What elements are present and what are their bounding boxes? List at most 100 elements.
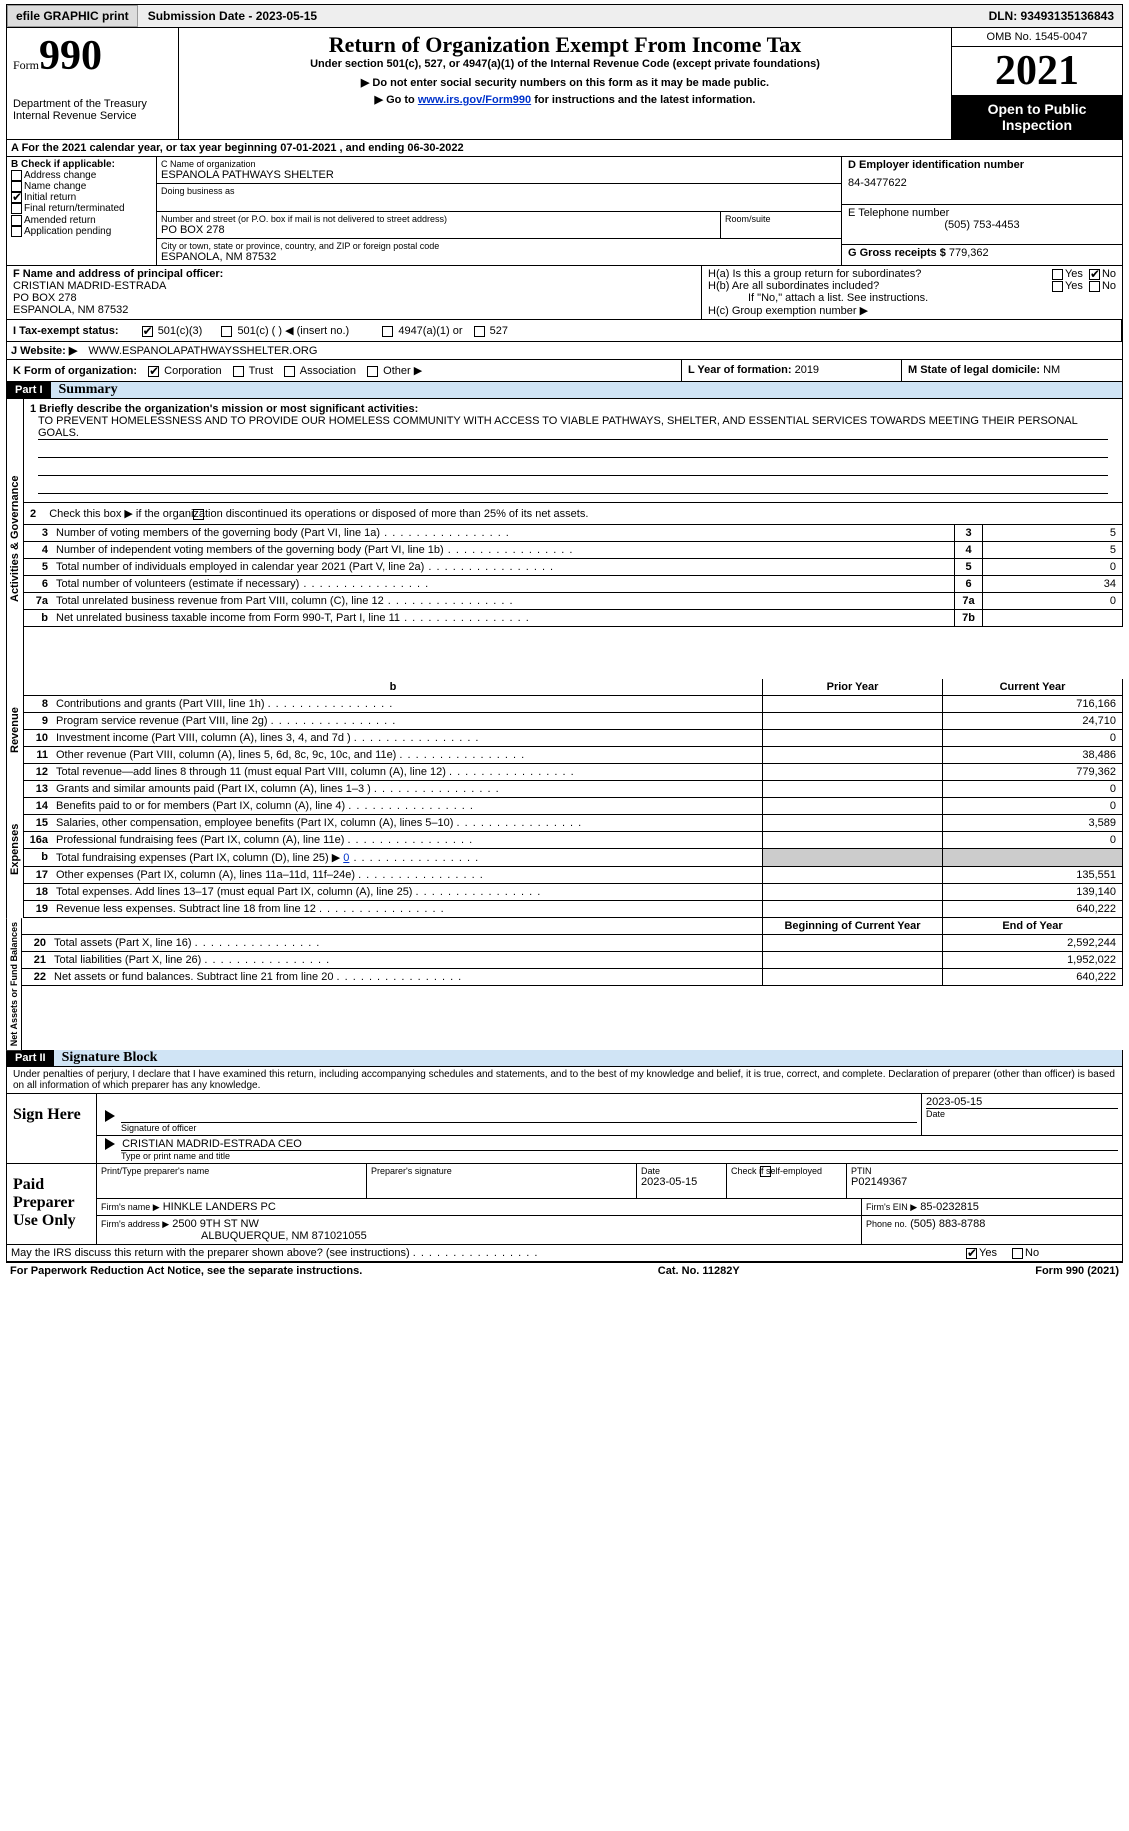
- data-line: 11Other revenue (Part VIII, column (A), …: [24, 747, 1123, 764]
- check-initial-return[interactable]: Initial return: [11, 192, 152, 203]
- gov-line: 3Number of voting members of the governi…: [24, 525, 1123, 542]
- begin-year-hdr: Beginning of Current Year: [762, 918, 942, 934]
- check-final-return[interactable]: Final return/terminated: [11, 203, 152, 214]
- tax-status-row: I Tax-exempt status: 501(c)(3) 501(c) ( …: [6, 320, 1123, 342]
- ha-no[interactable]: No: [1089, 268, 1116, 280]
- gross-receipts-label: G Gross receipts $: [848, 247, 946, 259]
- form-org-row: K Form of organization: Corporation Trus…: [6, 360, 1123, 382]
- check-trust[interactable]: Trust: [233, 365, 274, 377]
- net-assets-section: Net Assets or Fund Balances Beginning of…: [6, 918, 1123, 1050]
- line2-text: Check this box ▶ if the organization dis…: [49, 508, 588, 520]
- website-row: J Website: ▶ WWW.ESPANOLAPATHWAYSSHELTER…: [6, 342, 1123, 360]
- firm-addr-label: Firm's address ▶: [101, 1219, 169, 1229]
- pp-sig-label: Preparer's signature: [371, 1166, 632, 1176]
- check-527[interactable]: 527: [474, 325, 508, 337]
- check-501c3[interactable]: 501(c)(3): [142, 325, 203, 337]
- addr-label: Number and street (or P.O. box if mail i…: [161, 214, 716, 224]
- part2-header: Part II Signature Block: [6, 1050, 1123, 1067]
- officer-label: F Name and address of principal officer:: [13, 268, 695, 280]
- part1-header: Part I Summary: [6, 382, 1123, 399]
- exp-tab: Expenses: [6, 781, 24, 918]
- room-label: Room/suite: [725, 214, 837, 224]
- ha-label: H(a) Is this a group return for subordin…: [708, 268, 1052, 280]
- submission-date-label: Submission Date - 2023-05-15: [140, 6, 325, 26]
- firm-ein-label: Firm's EIN ▶: [866, 1202, 917, 1212]
- firm-phone-label: Phone no.: [866, 1219, 907, 1229]
- arrow-icon: [105, 1110, 115, 1122]
- gov-line: 5Total number of individuals employed in…: [24, 559, 1123, 576]
- data-line: 8Contributions and grants (Part VIII, li…: [24, 696, 1123, 713]
- gov-line: 6Total number of volunteers (estimate if…: [24, 576, 1123, 593]
- year-formation: 2019: [795, 364, 819, 376]
- b-cell: b: [24, 679, 762, 695]
- box-b-label: B Check if applicable:: [11, 159, 152, 170]
- footer-left: For Paperwork Reduction Act Notice, see …: [10, 1265, 362, 1277]
- form-org-label: K Form of organization:: [13, 365, 137, 377]
- pp-date-label: Date: [641, 1166, 722, 1176]
- discuss-yes[interactable]: Yes: [966, 1247, 997, 1259]
- pp-self-emp[interactable]: Check if self-employed: [727, 1164, 847, 1198]
- city-label: City or town, state or province, country…: [161, 241, 837, 251]
- phone-label: E Telephone number: [848, 207, 1116, 219]
- paid-preparer-label: Paid Preparer Use Only: [7, 1164, 97, 1244]
- irs-link[interactable]: www.irs.gov/Form990: [418, 94, 531, 106]
- check-assoc[interactable]: Association: [284, 365, 356, 377]
- hb-yes[interactable]: Yes: [1052, 280, 1083, 292]
- firm-name: HINKLE LANDERS PC: [163, 1201, 276, 1213]
- firm-phone: (505) 883-8788: [910, 1218, 985, 1230]
- check-501c[interactable]: 501(c) ( ) ◀ (insert no.): [221, 325, 349, 337]
- check-name-change[interactable]: Name change: [11, 181, 152, 192]
- end-year-hdr: End of Year: [942, 918, 1122, 934]
- pp-name-label: Print/Type preparer's name: [101, 1166, 362, 1176]
- data-line: 13Grants and similar amounts paid (Part …: [24, 781, 1123, 798]
- hb-note: If "No," attach a list. See instructions…: [708, 292, 1116, 304]
- officer-name-title: CRISTIAN MADRID-ESTRADA CEO: [122, 1138, 302, 1150]
- sig-officer-label: Signature of officer: [121, 1122, 917, 1133]
- data-line: bTotal fundraising expenses (Part IX, co…: [24, 849, 1123, 867]
- check-amended-return[interactable]: Amended return: [11, 215, 152, 226]
- ha-yes[interactable]: Yes: [1052, 268, 1083, 280]
- ptin-label: PTIN: [851, 1166, 1118, 1176]
- rev-tab: Revenue: [6, 679, 24, 781]
- org-name: ESPANOLA PATHWAYS SHELTER: [161, 169, 837, 181]
- sign-here-label: Sign Here: [7, 1094, 97, 1163]
- data-line: 20Total assets (Part X, line 16) 2,592,2…: [22, 935, 1123, 952]
- revenue-section: Revenue b Prior Year Current Year 8Contr…: [6, 679, 1123, 781]
- data-line: 15Salaries, other compensation, employee…: [24, 815, 1123, 832]
- expenses-section: Expenses 13Grants and similar amounts pa…: [6, 781, 1123, 918]
- firm-name-label: Firm's name ▶: [101, 1202, 160, 1212]
- data-line: 19Revenue less expenses. Subtract line 1…: [24, 901, 1123, 918]
- gov-line: 7aTotal unrelated business revenue from …: [24, 593, 1123, 610]
- prior-year-hdr: Prior Year: [762, 679, 942, 695]
- year-formation-label: L Year of formation:: [688, 364, 792, 376]
- hb-no[interactable]: No: [1089, 280, 1116, 292]
- form-note-1: ▶ Do not enter social security numbers o…: [185, 76, 945, 89]
- officer-name: CRISTIAN MADRID-ESTRADA: [13, 280, 695, 292]
- mission-text: TO PREVENT HOMELESSNESS AND TO PROVIDE O…: [38, 415, 1108, 440]
- check-4947[interactable]: 4947(a)(1) or: [382, 325, 462, 337]
- dln-label: DLN: 93493135136843: [981, 6, 1122, 26]
- page-footer: For Paperwork Reduction Act Notice, see …: [6, 1262, 1123, 1279]
- form-header: Form990 Department of the Treasury Inter…: [6, 28, 1123, 140]
- hb-label: H(b) Are all subordinates included?: [708, 280, 1052, 292]
- check-corp[interactable]: Corporation: [148, 365, 222, 377]
- check-other[interactable]: Other ▶: [367, 365, 422, 377]
- data-line: 21Total liabilities (Part X, line 26) 1,…: [22, 952, 1123, 969]
- form-title: Return of Organization Exempt From Incom…: [185, 32, 945, 58]
- declaration-text: Under penalties of perjury, I declare th…: [6, 1067, 1123, 1094]
- efile-print-button[interactable]: efile GRAPHIC print: [7, 5, 138, 27]
- discuss-no[interactable]: No: [1012, 1247, 1039, 1259]
- check-address-change[interactable]: Address change: [11, 170, 152, 181]
- data-line: 22Net assets or fund balances. Subtract …: [22, 969, 1123, 986]
- ptin-value: P02149367: [851, 1176, 1118, 1188]
- current-year-hdr: Current Year: [942, 679, 1122, 695]
- check-app-pending[interactable]: Application pending: [11, 226, 152, 237]
- tax-status-label: I Tax-exempt status:: [13, 325, 119, 337]
- state-domicile: NM: [1043, 364, 1060, 376]
- open-to-public: Open to Public Inspection: [952, 95, 1122, 139]
- line2-check[interactable]: [193, 509, 204, 520]
- mission-label: 1 Briefly describe the organization's mi…: [30, 403, 1116, 415]
- gov-line: bNet unrelated business taxable income f…: [24, 610, 1123, 627]
- org-name-label: C Name of organization: [161, 159, 837, 169]
- ein-label: D Employer identification number: [848, 159, 1116, 171]
